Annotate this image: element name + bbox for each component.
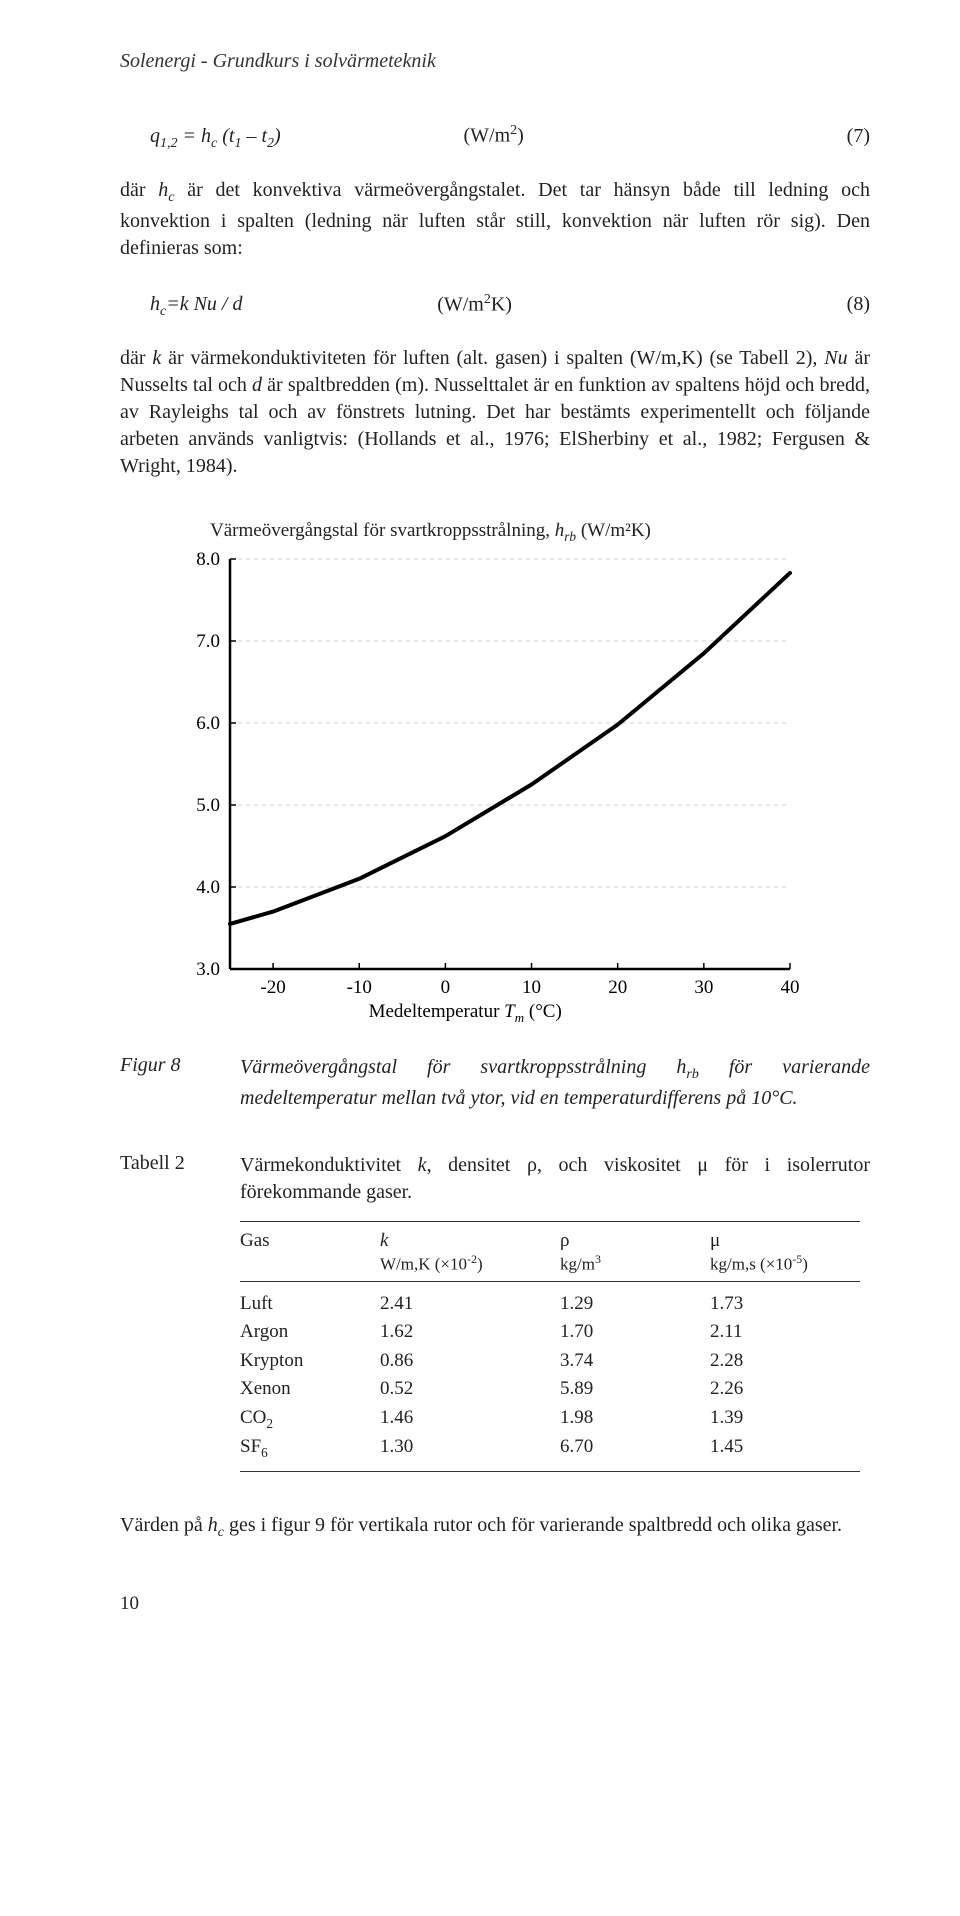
cell-rho: 1.29 (560, 1290, 710, 1319)
cell-rho: 6.70 (560, 1433, 710, 1463)
xtick-label: 0 (441, 977, 451, 998)
cell-rho: 1.98 (560, 1404, 710, 1434)
ytick-label: 6.0 (196, 713, 220, 734)
cell-mu: 2.26 (710, 1375, 860, 1404)
cell-gas: Krypton (240, 1347, 380, 1376)
cell-gas: Argon (240, 1318, 380, 1347)
table-caption-text: Värmekonduktivitet k, densitet ρ, och vi… (240, 1152, 870, 1206)
xtick-label: 20 (608, 977, 627, 998)
figure-number: Figur 8 (120, 1054, 240, 1112)
cell-mu: 1.73 (710, 1290, 860, 1319)
xtick-label: -10 (347, 977, 372, 998)
cell-k: 2.41 (380, 1290, 560, 1319)
cell-rho: 3.74 (560, 1347, 710, 1376)
table-row: CO21.461.981.39 (240, 1404, 860, 1434)
cell-mu: 1.45 (710, 1433, 860, 1463)
xtick-label: -20 (260, 977, 285, 998)
page-number: 10 (120, 1593, 870, 1615)
table-row: Luft2.411.291.73 (240, 1290, 860, 1319)
x-axis-label: Medeltemperatur Tm (°C) (369, 1001, 562, 1025)
cell-k: 0.86 (380, 1347, 560, 1376)
paragraph-2: där k är värmekonduktiviteten för luften… (120, 345, 870, 480)
eq7-number: (7) (847, 125, 870, 148)
col-header-gas: Gas (240, 1230, 380, 1275)
chart-title: Värmeövergångstal för svartkroppsstrålni… (210, 520, 870, 545)
ytick-label: 4.0 (196, 877, 220, 898)
figure-caption-text: Värmeövergångstal för svartkroppsstrålni… (240, 1054, 870, 1112)
eq8-unit: (W/m2K) (437, 292, 512, 317)
figure-8-caption: Figur 8 Värmeövergångstal för svartkropp… (120, 1054, 870, 1112)
ytick-label: 5.0 (196, 795, 220, 816)
col-header-rho: ρ kg/m3 (560, 1230, 710, 1275)
chart-svg: 8.0 7.0 6.0 5.0 4.0 3.0 -20 -10 0 10 20 30 40 Medelte… (180, 549, 800, 1029)
cell-mu: 1.39 (710, 1404, 860, 1434)
cell-mu: 2.28 (710, 1347, 860, 1376)
equation-8: hc=k Nu / d (W/m2K) (8) (150, 292, 870, 321)
cell-gas: SF6 (240, 1433, 380, 1463)
eq7-unit: (W/m2) (464, 123, 524, 148)
table-row: SF61.306.701.45 (240, 1433, 860, 1463)
table-number: Tabell 2 (120, 1152, 240, 1206)
table-row: Argon1.621.702.11 (240, 1318, 860, 1347)
cell-k: 1.62 (380, 1318, 560, 1347)
equation-7: q1,2 = hc (t1 – t2) (W/m2) (7) (150, 123, 870, 152)
ytick-label: 7.0 (196, 631, 220, 652)
eq8-expression: hc=k Nu / d (150, 293, 243, 320)
table-row: Krypton0.863.742.28 (240, 1347, 860, 1376)
textbook-page: Solenergi - Grundkurs i solvärmeteknik q… (0, 0, 960, 1655)
col-header-k: k W/m,K (×10-2) (380, 1230, 560, 1275)
cell-mu: 2.11 (710, 1318, 860, 1347)
cell-rho: 5.89 (560, 1375, 710, 1404)
table-2-caption: Tabell 2 Värmekonduktivitet k, densitet … (120, 1152, 870, 1206)
cell-k: 1.46 (380, 1404, 560, 1434)
table-body: Luft2.411.291.73Argon1.621.702.11Krypton… (240, 1290, 860, 1463)
paragraph-1: där hc är det konvektiva värmeövergångst… (120, 177, 870, 262)
cell-gas: Luft (240, 1290, 380, 1319)
eq7-expression: q1,2 = hc (t1 – t2) (150, 125, 281, 152)
cell-k: 0.52 (380, 1375, 560, 1404)
xtick-label: 40 (781, 977, 800, 998)
eq8-number: (8) (847, 293, 870, 316)
running-header: Solenergi - Grundkurs i solvärmeteknik (120, 50, 870, 73)
table-header-row: Gas k W/m,K (×10-2) ρ kg/m3 μ kg/m,s (×1… (240, 1230, 860, 1282)
cell-rho: 1.70 (560, 1318, 710, 1347)
cell-gas: CO2 (240, 1404, 380, 1434)
cell-gas: Xenon (240, 1375, 380, 1404)
xtick-label: 10 (522, 977, 541, 998)
ytick-label: 3.0 (196, 959, 220, 980)
col-header-mu: μ kg/m,s (×10-5) (710, 1230, 860, 1275)
xtick-label: 30 (694, 977, 713, 998)
ytick-label: 8.0 (196, 549, 220, 570)
table-row: Xenon0.525.892.26 (240, 1375, 860, 1404)
paragraph-3: Värden på hc ges i figur 9 för vertikala… (120, 1512, 870, 1543)
figure-8-chart: Värmeövergångstal för svartkroppsstrålni… (180, 520, 870, 1029)
cell-k: 1.30 (380, 1433, 560, 1463)
gas-properties-table: Gas k W/m,K (×10-2) ρ kg/m3 μ kg/m,s (×1… (240, 1221, 860, 1472)
